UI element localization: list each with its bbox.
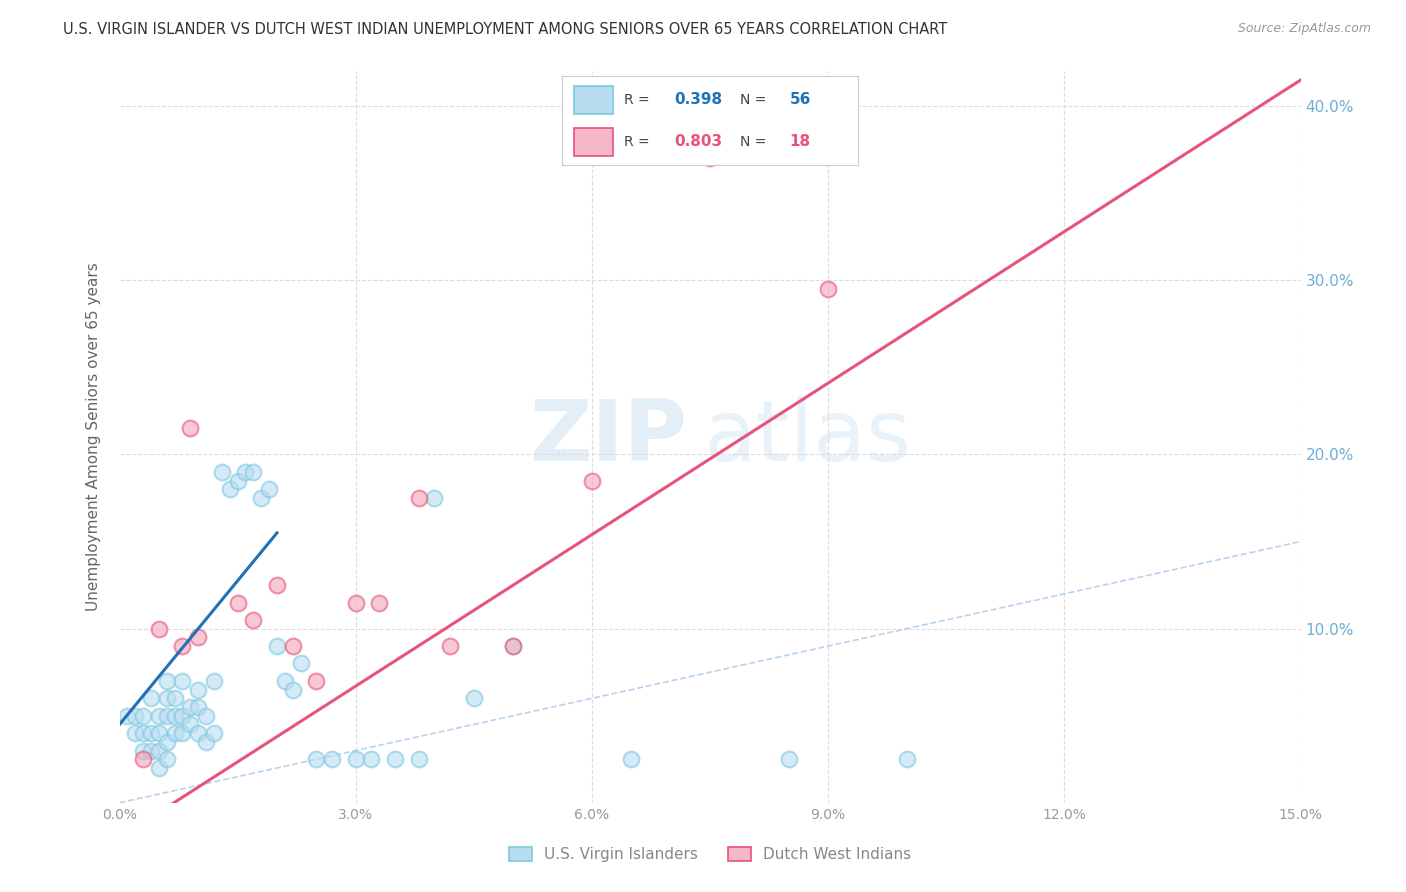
Point bbox=[321, 752, 343, 766]
Point bbox=[132, 708, 155, 723]
Point bbox=[117, 708, 139, 723]
Point bbox=[172, 708, 194, 723]
Point bbox=[187, 700, 209, 714]
Point bbox=[156, 673, 179, 688]
Text: 56: 56 bbox=[790, 93, 811, 107]
Point bbox=[305, 752, 328, 766]
Point bbox=[581, 474, 603, 488]
Point bbox=[163, 708, 186, 723]
Point bbox=[699, 152, 721, 166]
Point bbox=[266, 639, 288, 653]
Point bbox=[172, 673, 194, 688]
FancyBboxPatch shape bbox=[574, 128, 613, 156]
Point bbox=[195, 735, 218, 749]
Point bbox=[242, 613, 264, 627]
Point bbox=[156, 735, 179, 749]
Point bbox=[187, 726, 209, 740]
Point bbox=[187, 682, 209, 697]
Point bbox=[156, 708, 179, 723]
Point bbox=[439, 639, 461, 653]
Text: U.S. VIRGIN ISLANDER VS DUTCH WEST INDIAN UNEMPLOYMENT AMONG SENIORS OVER 65 YEA: U.S. VIRGIN ISLANDER VS DUTCH WEST INDIA… bbox=[63, 22, 948, 37]
Text: ZIP: ZIP bbox=[529, 395, 686, 479]
Point bbox=[620, 752, 643, 766]
Point bbox=[290, 657, 312, 671]
Point bbox=[132, 743, 155, 757]
Point bbox=[235, 465, 257, 479]
Point bbox=[132, 726, 155, 740]
Point bbox=[187, 631, 209, 645]
Point bbox=[172, 639, 194, 653]
Point bbox=[139, 743, 162, 757]
Text: Source: ZipAtlas.com: Source: ZipAtlas.com bbox=[1237, 22, 1371, 36]
Point bbox=[179, 717, 201, 731]
Point bbox=[148, 622, 170, 636]
Text: N =: N = bbox=[740, 135, 770, 149]
Point bbox=[896, 752, 918, 766]
Point bbox=[124, 708, 146, 723]
Point bbox=[156, 752, 179, 766]
Point bbox=[384, 752, 406, 766]
Point bbox=[148, 761, 170, 775]
Point bbox=[274, 673, 297, 688]
Point bbox=[281, 682, 304, 697]
Point bbox=[148, 726, 170, 740]
Point bbox=[211, 465, 233, 479]
Point bbox=[179, 421, 201, 435]
Text: R =: R = bbox=[624, 135, 654, 149]
Point bbox=[778, 752, 800, 766]
Point bbox=[226, 474, 249, 488]
Legend: U.S. Virgin Islanders, Dutch West Indians: U.S. Virgin Islanders, Dutch West Indian… bbox=[502, 841, 918, 868]
Point bbox=[148, 708, 170, 723]
Point bbox=[202, 726, 225, 740]
Point bbox=[281, 639, 304, 653]
Point bbox=[305, 673, 328, 688]
Point bbox=[423, 491, 446, 505]
FancyBboxPatch shape bbox=[574, 86, 613, 114]
Point bbox=[463, 691, 485, 706]
Point bbox=[266, 578, 288, 592]
Point bbox=[368, 595, 391, 609]
Point bbox=[408, 752, 430, 766]
Text: 0.398: 0.398 bbox=[675, 93, 723, 107]
Point bbox=[344, 752, 367, 766]
Point bbox=[502, 639, 524, 653]
Point bbox=[250, 491, 273, 505]
Point bbox=[163, 691, 186, 706]
Point bbox=[226, 595, 249, 609]
Text: 0.803: 0.803 bbox=[675, 135, 723, 149]
Point bbox=[344, 595, 367, 609]
Point bbox=[148, 743, 170, 757]
Point bbox=[218, 483, 240, 497]
Point bbox=[257, 483, 280, 497]
Point bbox=[408, 491, 430, 505]
Point bbox=[139, 726, 162, 740]
Point bbox=[179, 700, 201, 714]
Text: N =: N = bbox=[740, 93, 770, 107]
Point bbox=[195, 708, 218, 723]
Point bbox=[132, 752, 155, 766]
Text: R =: R = bbox=[624, 93, 654, 107]
Point bbox=[202, 673, 225, 688]
Point bbox=[156, 691, 179, 706]
Point bbox=[163, 726, 186, 740]
Y-axis label: Unemployment Among Seniors over 65 years: Unemployment Among Seniors over 65 years bbox=[86, 263, 101, 611]
Text: atlas: atlas bbox=[704, 395, 912, 479]
Text: 18: 18 bbox=[790, 135, 811, 149]
Point bbox=[360, 752, 382, 766]
Point bbox=[172, 726, 194, 740]
Point bbox=[124, 726, 146, 740]
Point bbox=[502, 639, 524, 653]
Point bbox=[139, 691, 162, 706]
Point bbox=[817, 282, 839, 296]
Point bbox=[242, 465, 264, 479]
